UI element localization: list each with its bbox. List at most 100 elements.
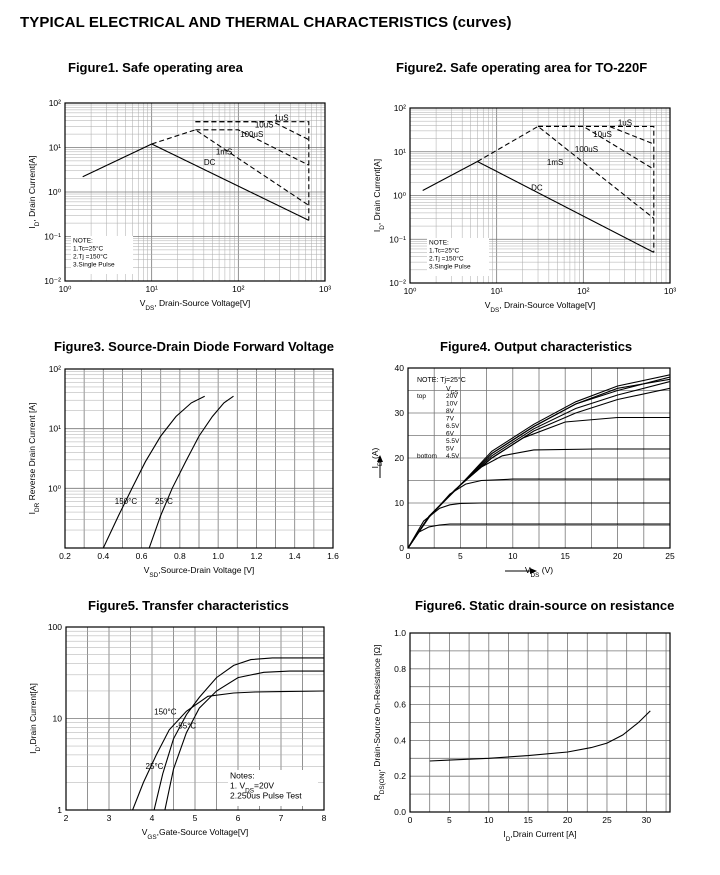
x-axis-label: VSD,Source-Drain Voltage [V] (144, 565, 254, 579)
series-label: 1uS (618, 118, 632, 127)
series-label: 25°C (155, 497, 173, 506)
x-axis-label: ID,Drain Current [A] (503, 829, 576, 843)
series-line-100uS (195, 129, 310, 166)
note-line: 2.250us Pulse Test (230, 791, 302, 801)
note-line: NOTE: (73, 238, 93, 245)
y-axis-arrowhead (377, 455, 383, 462)
y-tick-label: 10⁻¹ (44, 232, 61, 242)
y-axis-label: ID,Drain Current[A] (28, 683, 42, 754)
x-tick-label: 7 (279, 813, 284, 823)
fig4-chart: 0 5 10 15 20 25 0 10 20 30 40 VDS (V) ID (A) (370, 363, 675, 579)
x-tick-label: 10 (508, 551, 518, 561)
y-tick-label: 0.8 (394, 664, 406, 674)
note-line: NOTE: (429, 240, 449, 247)
legend-item: 8V (446, 408, 455, 415)
fig1-chart: 10⁰ 10¹ 10² 10³ 10⁻² 10⁻¹ 10⁰ 10¹ 10² VDS, Drain-… (27, 98, 331, 312)
legend-item: 5.5V (446, 438, 460, 445)
note-line: 3.Single Pulse (429, 264, 471, 271)
fig1-note: NOTE:1.Tc=25°C2.Tj =150°C3.Single Pulse (71, 236, 133, 274)
series-line-1mS (477, 125, 655, 219)
note-line: 2.Tj =150°C (429, 255, 464, 263)
x-tick-label: 1.4 (289, 551, 301, 561)
legend-bottom: bottom (417, 453, 437, 460)
x-tick-label: 0.6 (136, 551, 148, 561)
y-tick-label: 10⁰ (393, 191, 406, 201)
fig4-frame (407, 367, 671, 549)
x-tick-label: 5 (458, 551, 463, 561)
x-tick-label: 10² (232, 284, 244, 294)
x-tick-label: 10¹ (146, 284, 158, 294)
x-tick-label: 0 (408, 815, 413, 825)
x-tick-label: 0.8 (174, 551, 186, 561)
series-label: 1mS (547, 158, 563, 167)
figure3-title: Figure3. Source-Drain Diode Forward Volt… (54, 339, 335, 354)
x-tick-label: 30 (642, 815, 652, 825)
y-tick-label: 100 (48, 622, 62, 632)
note-line: 1.Tc=25°C (73, 245, 104, 253)
x-axis-label: VDS, Drain-Source Voltage[V] (140, 298, 250, 312)
x-tick-label: 3 (107, 813, 112, 823)
x-tick-label: 10³ (664, 286, 676, 296)
x-tick-label: 10¹ (491, 286, 503, 296)
x-tick-label: 1.2 (251, 551, 263, 561)
note-line: 1. VDS=20V (230, 781, 274, 795)
y-axis-label: ID, Drain Current[A] (27, 155, 41, 228)
legend-item: 6.5V (446, 423, 460, 430)
legend-item: 10V (446, 401, 458, 408)
x-tick-label: 1.0 (212, 551, 224, 561)
series-line-1uS (195, 121, 310, 221)
series-label: -55°C (176, 721, 197, 730)
legend-top: top (417, 393, 426, 400)
y-tick-label: 10⁻¹ (389, 234, 406, 244)
y-tick-label: 0.2 (394, 771, 406, 781)
y-tick-label: 0 (399, 543, 404, 553)
series-line-s0 (429, 710, 651, 762)
figure4-title: Figure4. Output characteristics (440, 339, 633, 354)
y-tick-label: 10⁰ (48, 187, 61, 197)
legend-item: 7V (446, 416, 455, 423)
series-line--55C (164, 670, 324, 810)
y-axis-label: ID, Drain Current[A] (372, 159, 386, 232)
figure1-title: Figure1. Safe operating area (68, 60, 243, 75)
figure5-title: Figure5. Transfer characteristics (88, 598, 289, 613)
legend-vgs: VGS (446, 386, 459, 396)
x-tick-label: 10⁰ (404, 286, 417, 296)
x-tick-label: 8 (322, 813, 327, 823)
series-label: 1mS (216, 147, 232, 156)
y-tick-label: 10⁻² (44, 276, 61, 286)
y-axis-label: ID (A) (370, 447, 384, 468)
x-tick-label: 4 (150, 813, 155, 823)
fig1-note-bg (71, 236, 133, 274)
series-line-25C (148, 395, 234, 548)
x-axis-label: VDS, Drain-Source Voltage[V] (485, 300, 595, 314)
series-label: 150°C (115, 497, 138, 506)
series-line-150C (132, 690, 324, 810)
y-tick-label: 0.4 (394, 735, 406, 745)
legend-item: 6V (446, 431, 455, 438)
y-tick-label: 0.0 (394, 807, 406, 817)
series-line-1mS (151, 129, 310, 206)
x-axis-label: VGS,Gate-Source Voltage[V] (142, 827, 249, 841)
series-line-25C (153, 657, 324, 810)
series-line-150C (102, 395, 205, 548)
series-label: 100uS (240, 130, 263, 139)
x-tick-label: 25 (602, 815, 612, 825)
series-label: 100uS (575, 145, 598, 154)
y-tick-label: 10² (394, 103, 406, 113)
y-axis-label: IDR Reverse Drain Current [A] (27, 403, 41, 515)
fig2-frame (409, 107, 671, 284)
legend-note: NOTE: Tj=25°C (417, 376, 466, 384)
x-tick-label: 15 (523, 815, 533, 825)
figure2-title: Figure2. Safe operating area for TO-220F (396, 60, 648, 75)
x-tick-label: 10³ (319, 284, 331, 294)
y-tick-label: 10⁻² (389, 278, 406, 288)
y-tick-label: 10¹ (49, 424, 61, 434)
y-tick-label: 10² (49, 364, 61, 374)
x-tick-label: 10² (577, 286, 589, 296)
fig2-chart: 10⁰ 10¹ 10² 10³ 10⁻² 10⁻¹ 10⁰ 10¹ 10² VDS, Drain-… (372, 103, 676, 314)
legend-item: 5V (446, 446, 455, 453)
y-tick-label: 1.0 (394, 628, 406, 638)
x-tick-label: 5 (193, 813, 198, 823)
y-tick-label: 10¹ (394, 147, 406, 157)
note-line: Notes: (230, 771, 255, 781)
